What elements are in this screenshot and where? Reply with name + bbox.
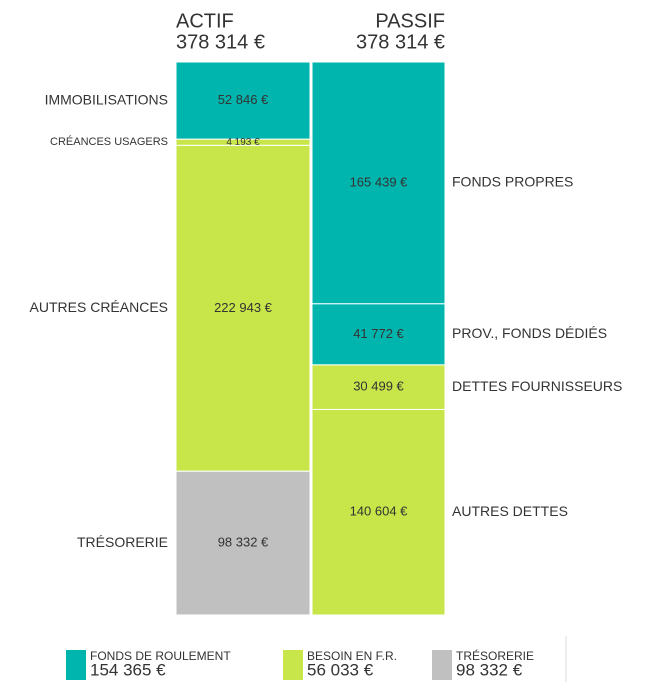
segment-name: CRÉANCES USAGERS [50, 135, 168, 148]
legend-value: 154 365 € [90, 660, 166, 679]
column-total: 378 314 € [356, 31, 445, 53]
segment-value: 30 499 € [353, 379, 404, 394]
segment [311, 61, 446, 305]
segment-name: AUTRES CRÉANCES [30, 299, 168, 315]
column-title: ACTIF [176, 10, 234, 32]
segment-value: 98 332 € [218, 535, 269, 550]
segment [311, 408, 446, 616]
column-title: PASSIF [375, 10, 445, 32]
segment-value: 222 943 € [214, 300, 273, 315]
segment-value: 140 604 € [350, 504, 409, 519]
segment [175, 61, 311, 140]
segment [175, 470, 311, 616]
segment-name: IMMOBILISATIONS [45, 91, 168, 107]
legend-name: FONDS DE ROULEMENT [90, 649, 231, 663]
legend-swatch [432, 650, 452, 680]
legend-swatch [66, 650, 86, 680]
segment [311, 303, 446, 366]
legend-value: 98 332 € [456, 660, 523, 679]
segment-value: 52 846 € [218, 92, 269, 107]
column-total: 378 314 € [176, 31, 265, 53]
legend-swatch [283, 650, 303, 680]
segment-name: PROV., FONDS DÉDIÉS [452, 325, 607, 341]
legend-value: 56 033 € [307, 660, 374, 679]
segment-name: AUTRES DETTES [452, 503, 568, 519]
segment-name: FONDS PROPRES [452, 174, 573, 190]
segment [175, 144, 311, 472]
legend-name: BESOIN EN F.R. [307, 649, 397, 663]
segment-value: 165 439 € [350, 174, 409, 189]
segment-value: 4 193 € [226, 137, 260, 148]
legend-name: TRÉSORERIE [456, 648, 534, 663]
segment-value: 41 772 € [353, 326, 404, 341]
segment [311, 364, 446, 410]
segment-name: TRÉSORERIE [77, 534, 168, 550]
segment-name: DETTES FOURNISSEURS [452, 378, 622, 394]
